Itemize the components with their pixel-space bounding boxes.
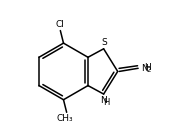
Text: N: N <box>141 64 148 73</box>
Text: H: H <box>103 98 110 107</box>
Text: S: S <box>102 38 107 47</box>
Text: N: N <box>100 96 107 105</box>
Text: 2: 2 <box>146 67 151 73</box>
Text: CH₃: CH₃ <box>57 114 73 123</box>
Text: H: H <box>144 63 151 72</box>
Text: Cl: Cl <box>55 20 64 29</box>
